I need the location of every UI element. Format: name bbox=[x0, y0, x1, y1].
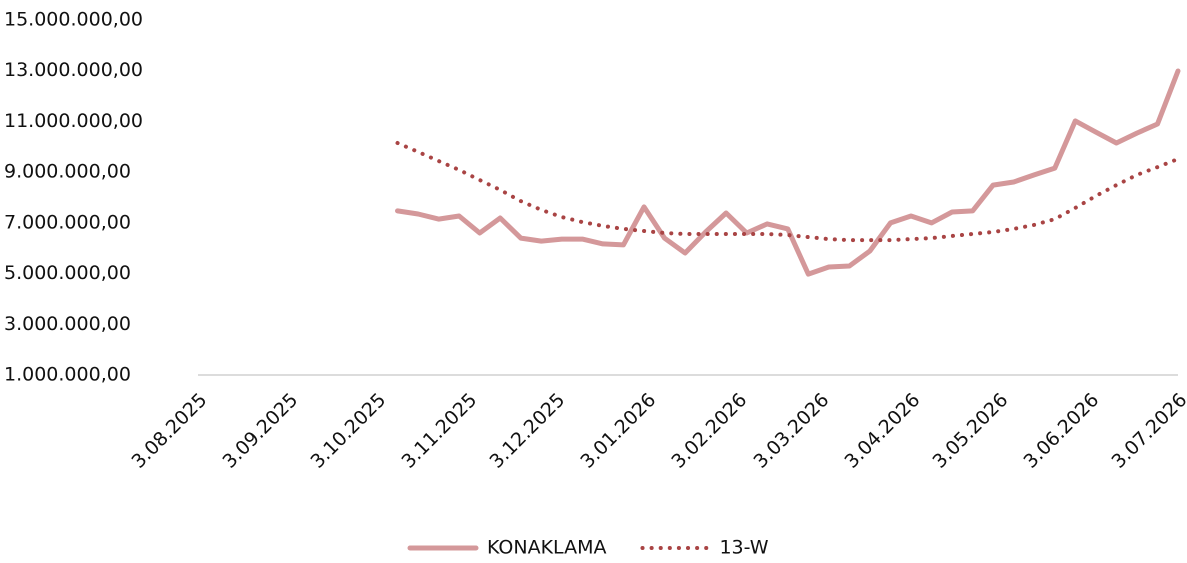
series-line bbox=[395, 68, 1181, 277]
y-tick-label: 1.000.000,00 bbox=[4, 364, 131, 386]
y-tick-label: 7.000.000,00 bbox=[4, 211, 131, 233]
y-tick-label: 9.000.000,00 bbox=[4, 161, 131, 183]
x-tick-label: 3.06.2026 bbox=[1019, 389, 1103, 473]
x-tick-label: 3.07.2026 bbox=[1107, 389, 1187, 473]
y-tick-label: 3.000.000,00 bbox=[4, 313, 131, 335]
x-tick-label: 3.02.2026 bbox=[667, 389, 751, 473]
legend-label: 13-W bbox=[719, 537, 768, 559]
x-tick-label: 3.05.2026 bbox=[929, 389, 1013, 473]
x-tick-label: 3.12.2025 bbox=[485, 389, 569, 473]
y-tick-label: 15.000.000,00 bbox=[4, 9, 143, 31]
series-line bbox=[395, 141, 1180, 243]
x-tick-label: 3.10.2025 bbox=[306, 389, 390, 473]
x-tick-label: 3.03.2026 bbox=[750, 389, 834, 473]
y-tick-label: 5.000.000,00 bbox=[4, 262, 131, 284]
x-tick-label: 3.08.2025 bbox=[127, 389, 211, 473]
legend-label: KONAKLAMA bbox=[487, 537, 606, 559]
x-tick-label: 3.09.2025 bbox=[218, 389, 302, 473]
x-tick-label: 3.11.2025 bbox=[397, 389, 481, 473]
x-tick-label: 3.04.2026 bbox=[840, 389, 924, 473]
y-tick-label: 13.000.000,00 bbox=[4, 59, 143, 81]
x-tick-label: 3.01.2026 bbox=[576, 389, 660, 473]
y-tick-label: 11.000.000,00 bbox=[4, 110, 143, 132]
